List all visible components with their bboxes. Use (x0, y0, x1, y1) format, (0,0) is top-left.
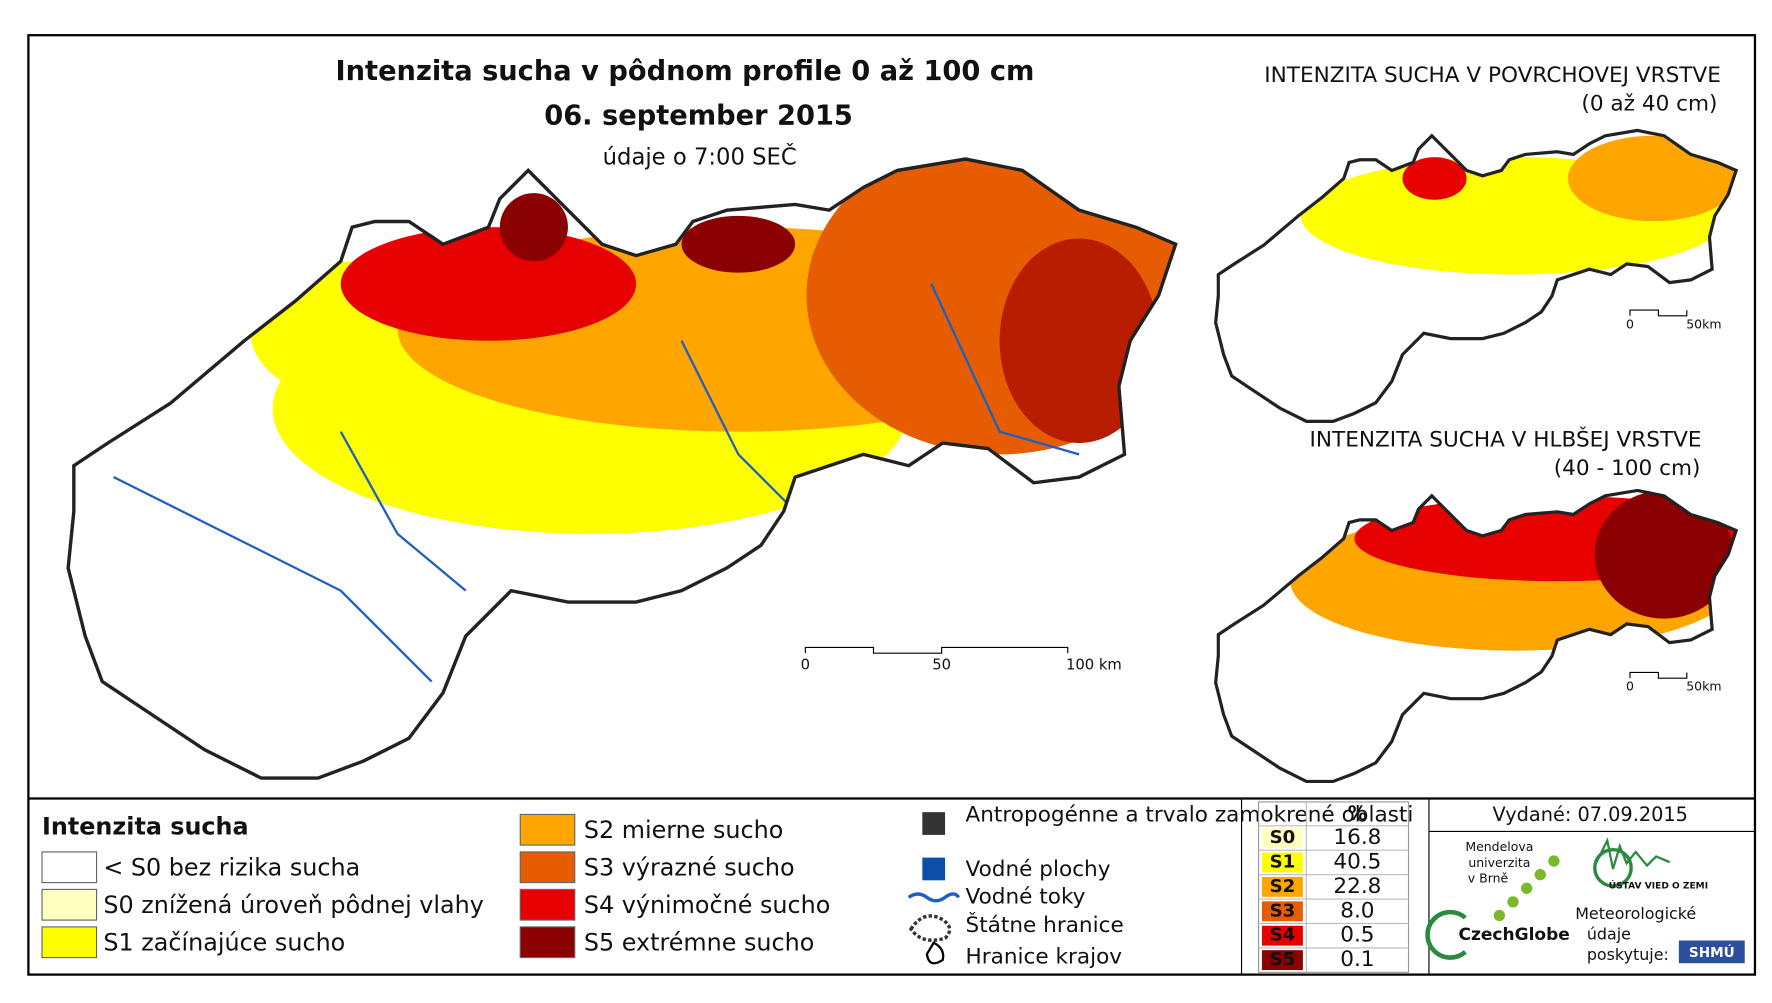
legend-label: S1 začínajúce sucho (103, 928, 345, 956)
legend-label: Vodné toky (966, 884, 1086, 909)
table-swatch (1261, 925, 1303, 946)
scale-label: 50km (1686, 679, 1721, 694)
table-code: S4 (1270, 925, 1296, 946)
table-code: S3 (1270, 900, 1296, 921)
logo-text: poskytuje: (1587, 945, 1669, 964)
scale-label: 0 (801, 657, 810, 674)
inset-title: INTENZITA SUCHA V HLBŠEJ VRSTVE (1310, 427, 1702, 453)
inset-subtitle: (0 až 40 cm) (1581, 92, 1717, 117)
logo-text: Mendelova (1465, 839, 1533, 854)
logo-text: v Brně (1468, 871, 1509, 886)
table-value: 0.5 (1340, 923, 1374, 948)
legend-label: Antropogénne a trvalo zamokrené oblasti (966, 803, 1414, 828)
scale-label: 0 (1626, 679, 1634, 694)
table-swatch (1261, 901, 1303, 922)
inset-subtitle: (40 - 100 cm) (1554, 456, 1701, 481)
legend-swatch (41, 926, 98, 959)
table-code: S5 (1270, 949, 1296, 970)
legend-label: S2 mierne sucho (584, 816, 784, 844)
table-code: S2 (1270, 876, 1296, 897)
legend-swatch (519, 813, 576, 846)
scale-label: 0 (1626, 316, 1634, 331)
table-value: 16.8 (1333, 825, 1381, 850)
frame (27, 34, 1757, 976)
scale-label: 50 (932, 657, 951, 674)
date: 06. september 2015 (544, 100, 853, 131)
table-value: 22.8 (1333, 874, 1381, 899)
table-border (1258, 801, 1410, 973)
issued: Vydané: 07.09.2015 (1493, 803, 1688, 826)
inset-title: INTENZITA SUCHA V POVRCHOVEJ VRSTVE (1264, 63, 1721, 88)
legend-label: Štátne hranice (966, 912, 1124, 938)
table-swatch (1261, 950, 1303, 971)
logo-text: údaje (1587, 924, 1631, 943)
legend-label: Vodné plochy (966, 857, 1111, 882)
legend-title: Intenzita sucha (42, 813, 249, 841)
table-swatch (1261, 828, 1303, 848)
legend-label: S4 výnimočné sucho (584, 891, 830, 919)
table-value: 40.5 (1333, 849, 1381, 874)
table-value: 0.1 (1340, 947, 1374, 972)
legend-swatch (519, 888, 576, 921)
legend-label: S5 extrémne sucho (584, 928, 814, 956)
legend-swatch (519, 926, 576, 959)
legend-label: S3 výrazné sucho (584, 853, 795, 881)
logo-text: SHMÚ (1689, 943, 1735, 961)
logo-text: ÚSTAV VIED O ZEMI (1609, 880, 1708, 892)
table-swatch (1261, 852, 1303, 873)
legend-swatch (41, 888, 98, 921)
table-code: S0 (1270, 827, 1296, 848)
legend-swatch (519, 851, 576, 884)
table-header: % (1348, 802, 1367, 825)
table-code: S1 (1270, 851, 1296, 872)
logo-text: CzechGlobe (1458, 925, 1569, 945)
scale-label: 100 km (1066, 657, 1122, 674)
table-value: 8.0 (1340, 898, 1374, 923)
logo-text: univerzita (1468, 855, 1530, 870)
legend-label: < S0 bez rizika sucha (103, 853, 360, 881)
table-swatch (1261, 876, 1303, 897)
legend-label: S0 znížená úroveň pôdnej vlahy (103, 891, 484, 919)
scale-label: 50km (1686, 316, 1721, 331)
legend-swatch (41, 851, 98, 884)
logo-text: Meteorologické (1575, 904, 1696, 923)
time: údaje o 7:00 SEČ (603, 142, 797, 170)
legend-label: Hranice krajov (966, 945, 1123, 970)
title: Intenzita sucha v pôdnom profile 0 až 10… (336, 56, 1035, 87)
